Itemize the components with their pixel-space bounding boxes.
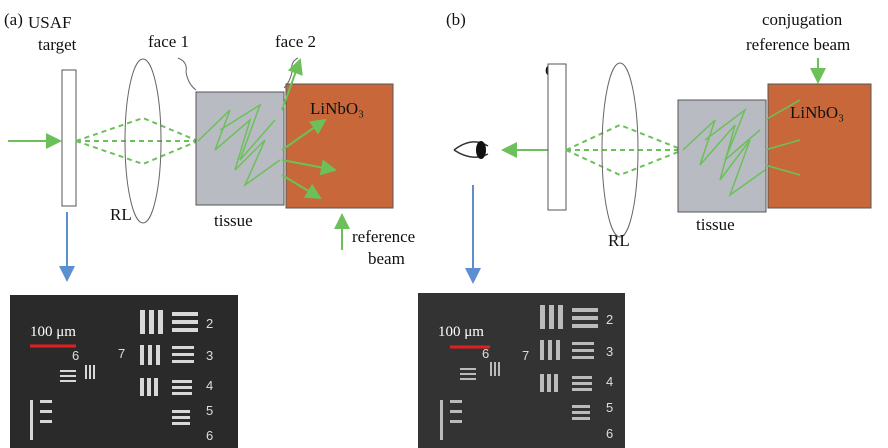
crystal-label: LiNbO₃	[790, 103, 844, 122]
face1-label: face 1	[148, 32, 189, 51]
focused-beam	[566, 125, 683, 175]
target-label: target	[38, 35, 77, 54]
focused-beam	[76, 118, 198, 164]
conjugation-label: reference beam	[746, 35, 850, 54]
group-number: 5	[606, 400, 613, 415]
lens-label: RL	[608, 231, 630, 250]
figure: (a) USAF target face 1 face 2 RL tissue …	[0, 0, 888, 448]
reference-label: reference	[352, 227, 415, 246]
reference-label: beam	[368, 249, 405, 268]
scale-bar-label: 100 μm	[30, 324, 76, 340]
group-number: 4	[206, 378, 213, 393]
group-number: 7	[118, 346, 125, 361]
conjugation-label: conjugation	[762, 10, 843, 29]
panel-label: (b)	[446, 10, 466, 29]
group-number: 5	[206, 403, 213, 418]
face2-label: face 2	[275, 32, 316, 51]
conjugate-plate	[548, 64, 566, 210]
crystal-label: LiNbO₃	[310, 99, 364, 118]
panel-label: (a)	[4, 10, 23, 29]
face1-brace	[178, 58, 196, 90]
tissue	[196, 92, 284, 205]
lens-label: RL	[110, 205, 132, 224]
group-number: 3	[606, 344, 613, 359]
group-number: 2	[206, 316, 213, 331]
usaf-target	[62, 70, 76, 206]
panel-a: (a) USAF target face 1 face 2 RL tissue …	[4, 10, 415, 448]
scale-bar-label: 100 μm	[438, 324, 484, 340]
group-number: 3	[206, 348, 213, 363]
group-number: 6	[206, 428, 213, 443]
eye-pupil	[476, 141, 486, 159]
tissue-label: tissue	[214, 211, 253, 230]
tissue	[678, 100, 766, 212]
group-number: 4	[606, 374, 613, 389]
usaf-image	[10, 295, 238, 448]
group-number: 7	[522, 348, 529, 363]
panel-b: (b) conjugation reference beam CP RL tis…	[418, 10, 871, 448]
group-number: 6	[606, 426, 613, 441]
group-number: 2	[606, 312, 613, 327]
group-number: 6	[72, 348, 79, 363]
target-label: USAF	[28, 13, 71, 32]
tissue-label: tissue	[696, 215, 735, 234]
